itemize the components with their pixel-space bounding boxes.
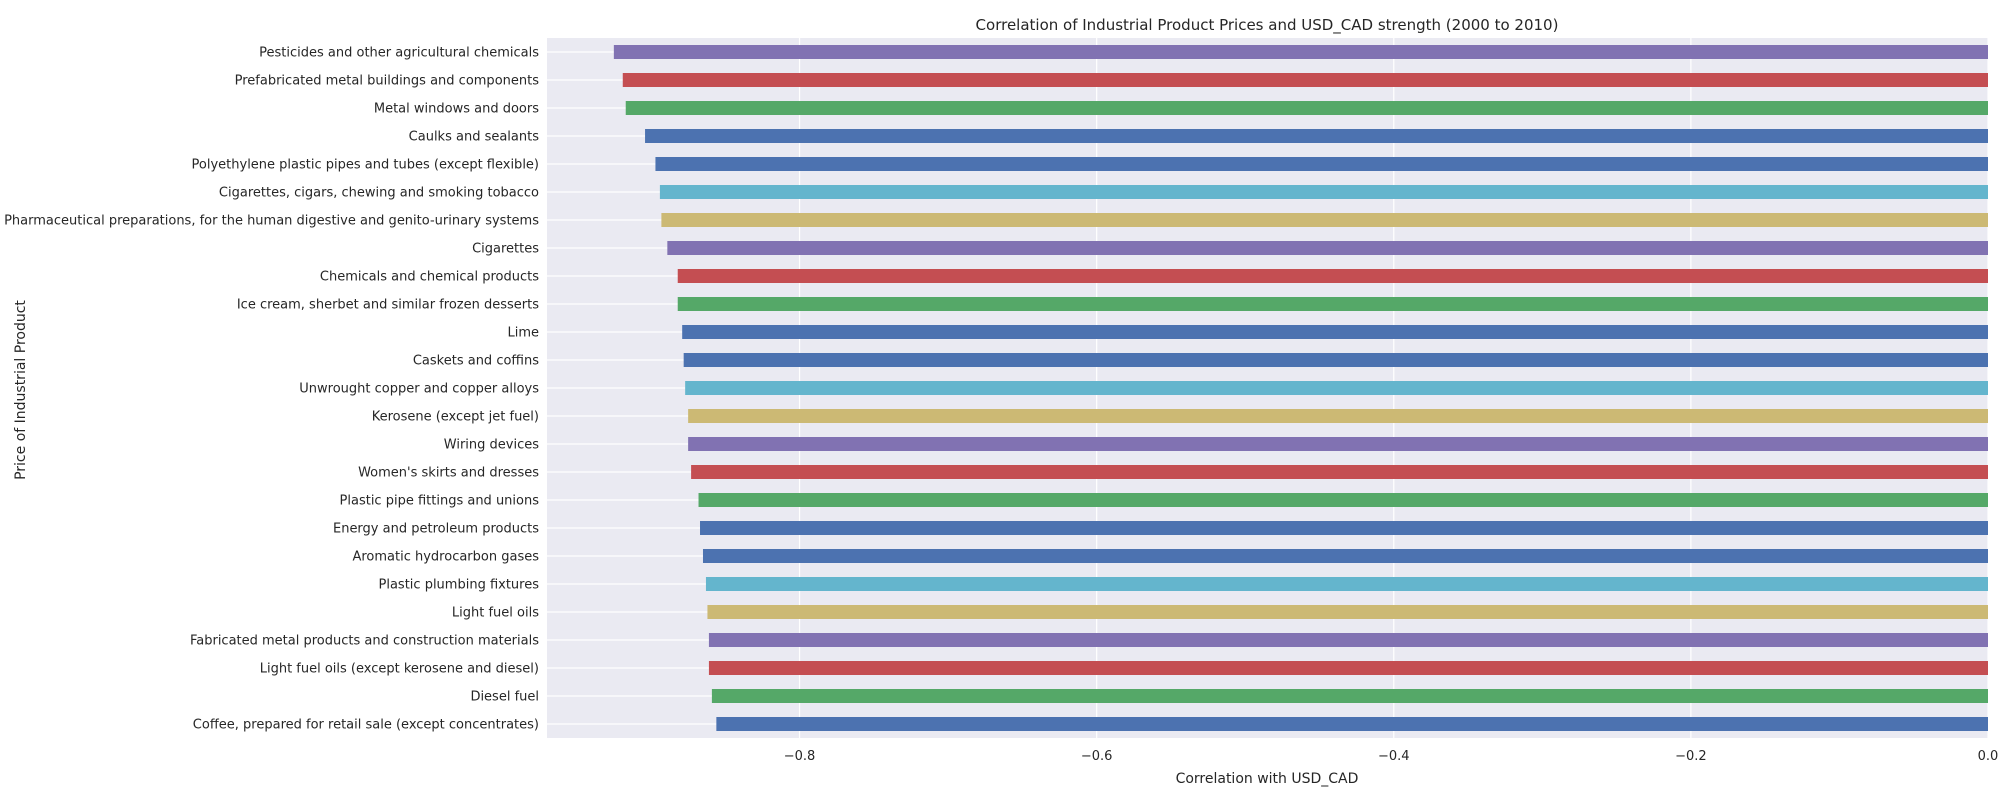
x-tick-labels: −0.8 −0.6 −0.4 −0.2 0.0 <box>784 749 1999 764</box>
bar <box>702 549 1988 563</box>
bar <box>708 633 1989 647</box>
bar <box>677 297 1988 311</box>
y-tick-label: Light fuel oils <box>452 606 539 621</box>
y-tick-label: Light fuel oils (except kerosene and die… <box>260 662 539 677</box>
bar <box>698 493 1988 507</box>
x-tick-label: −0.8 <box>784 749 816 764</box>
y-tick-label: Plastic pipe fittings and unions <box>340 494 540 509</box>
x-tick-label: −0.2 <box>1675 749 1707 764</box>
y-tick-label: Metal windows and doors <box>374 102 539 117</box>
y-tick-label: Women's skirts and dresses <box>358 466 539 481</box>
y-tick-label: Unwrought copper and copper alloys <box>299 382 539 397</box>
y-tick-label: Ice cream, sherbet and similar frozen de… <box>237 298 539 313</box>
chart-title: Correlation of Industrial Product Prices… <box>976 16 1559 35</box>
bars <box>613 45 1989 731</box>
bar <box>622 73 1988 87</box>
bar <box>716 717 1988 731</box>
y-tick-label: Wiring devices <box>444 438 539 453</box>
y-tick-label: Pesticides and other agricultural chemic… <box>259 46 539 61</box>
bar <box>688 437 1988 451</box>
y-tick-label: Kerosene (except jet fuel) <box>372 410 539 425</box>
y-tick-label: Polyethylene plastic pipes and tubes (ex… <box>192 158 539 173</box>
y-tick-label: Plastic plumbing fixtures <box>379 578 540 593</box>
y-tick-label: Cigarettes, cigars, chewing and smoking … <box>219 186 539 201</box>
bar <box>667 241 1988 255</box>
bar <box>688 409 1988 423</box>
x-tick-label: −0.4 <box>1378 749 1410 764</box>
y-tick-label: Diesel fuel <box>470 690 539 705</box>
y-tick-label: Cigarettes <box>472 242 539 257</box>
y-tick-label: Caulks and sealants <box>409 130 540 145</box>
y-tick-label: Lime <box>507 326 539 341</box>
bar <box>682 325 1989 339</box>
y-tick-label: Fabricated metal products and constructi… <box>190 634 539 649</box>
y-tick-labels: Pesticides and other agricultural chemic… <box>4 46 539 733</box>
bar <box>685 381 1988 395</box>
bar <box>661 213 1988 227</box>
bar <box>625 101 1988 115</box>
bar <box>683 353 1989 367</box>
y-tick-label: Pharmaceutical preparations, for the hum… <box>4 214 539 229</box>
bar <box>659 185 1988 199</box>
y-tick-label: Coffee, prepared for retail sale (except… <box>193 718 539 733</box>
y-tick-label: Energy and petroleum products <box>333 522 539 537</box>
bar <box>645 129 1989 143</box>
bar <box>705 577 1988 591</box>
bar <box>613 45 1988 59</box>
bar <box>655 157 1988 171</box>
x-tick-label: −0.6 <box>1081 749 1113 764</box>
y-axis-title: Price of Industrial Product <box>13 300 29 480</box>
bar <box>700 521 1988 535</box>
x-axis-title: Correlation with USD_CAD <box>1176 771 1359 787</box>
bar <box>677 269 1988 283</box>
y-tick-label: Aromatic hydrocarbon gases <box>352 550 539 565</box>
bar <box>708 661 1989 675</box>
y-tick-label: Prefabricated metal buildings and compon… <box>235 74 540 89</box>
y-tick-label: Caskets and coffins <box>413 354 539 369</box>
bar <box>707 605 1989 619</box>
bar <box>711 689 1988 703</box>
x-tick-label: 0.0 <box>1978 749 1999 764</box>
y-tick-label: Chemicals and chemical products <box>320 270 539 285</box>
bar <box>691 465 1988 479</box>
